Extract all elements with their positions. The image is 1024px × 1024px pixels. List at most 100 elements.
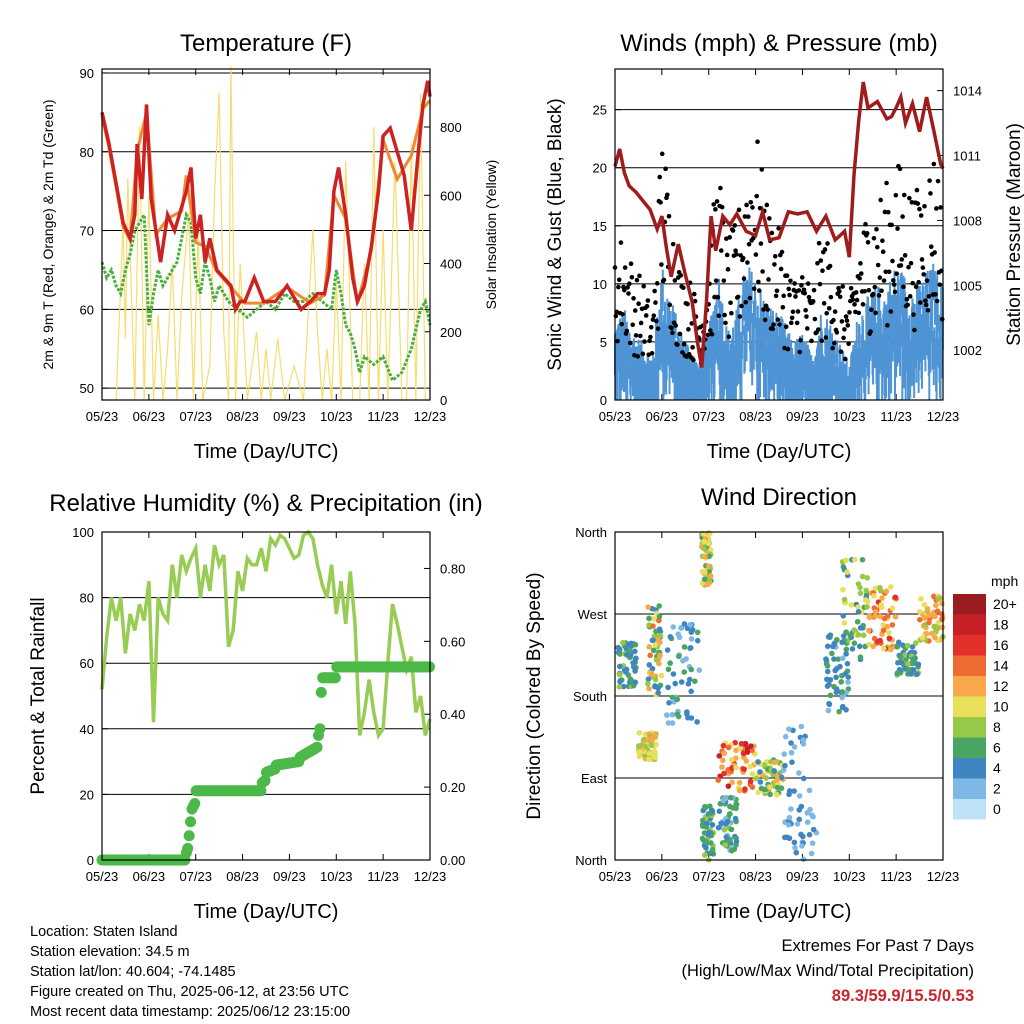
gust-point: [615, 338, 620, 344]
direction-point: [701, 531, 707, 537]
legend-swatch: [953, 717, 986, 738]
direction-point: [919, 635, 926, 641]
direction-point: [833, 674, 839, 681]
gust-point: [772, 262, 777, 267]
gust-point: [877, 275, 883, 280]
y2-axis-label: Solar Insolation (Yellow): [483, 160, 499, 310]
gust-point: [629, 275, 635, 280]
direction-point: [782, 834, 788, 841]
direction-point: [889, 605, 896, 611]
direction-point: [716, 753, 723, 759]
direction-point: [681, 669, 688, 675]
direction-point: [831, 683, 837, 690]
x-tick-label: 09/23: [273, 869, 306, 884]
direction-point: [725, 744, 732, 751]
direction-point: [810, 813, 816, 820]
direction-point: [883, 588, 890, 595]
gust-point: [739, 303, 744, 309]
direction-point: [854, 618, 861, 625]
gust-point: [937, 282, 943, 287]
direction-point: [686, 676, 693, 683]
gust-point: [838, 349, 844, 354]
gust-point: [634, 277, 640, 283]
direction-point: [887, 646, 894, 653]
direction-point: [841, 596, 848, 603]
direction-point: [747, 763, 754, 770]
direction-point: [718, 820, 724, 827]
gust-point: [647, 338, 652, 344]
x-tick-label: 07/23: [179, 409, 212, 424]
direction-point: [703, 838, 709, 845]
gust-point: [840, 284, 846, 289]
y-tick-label: South: [573, 689, 607, 704]
temperature-panel: Temperature (F) 05/23 06/23 07/23 08/23 09/23…: [40, 30, 499, 463]
x-tick-label: 11/23: [880, 409, 912, 424]
direction-point: [616, 671, 623, 678]
gust-point: [857, 276, 862, 281]
direction-point: [721, 750, 728, 757]
direction-point: [706, 829, 712, 836]
precip-point: [189, 798, 201, 810]
direction-point: [831, 656, 837, 662]
direction-point: [652, 676, 659, 683]
direction-point: [796, 816, 803, 823]
direction-point: [675, 631, 682, 637]
direction-point: [933, 602, 939, 609]
direction-point: [664, 647, 671, 653]
direction-point: [627, 648, 633, 654]
direction-point: [655, 685, 661, 691]
gust-point: [898, 263, 904, 268]
x-tick-label: 12/23: [927, 869, 960, 884]
x-tick-label: 09/23: [786, 409, 819, 424]
direction-point: [916, 608, 923, 615]
gust-point: [868, 329, 873, 334]
direction-point: [793, 849, 800, 856]
x-axis-label: Time (Day/UTC): [194, 901, 339, 923]
gust-point: [744, 202, 749, 208]
gust-point: [719, 204, 725, 210]
gust-point: [799, 275, 805, 280]
legend-swatch: [953, 737, 986, 758]
direction-point: [839, 639, 845, 646]
direction-point: [732, 815, 739, 822]
gust-point: [648, 324, 654, 330]
gust-point: [780, 304, 786, 310]
gust-point: [939, 316, 945, 322]
gust-point: [655, 326, 661, 332]
direction-point: [886, 635, 893, 642]
direction-point: [872, 585, 879, 592]
direction-point: [626, 641, 633, 648]
direction-point: [616, 663, 623, 670]
direction-point: [866, 614, 873, 621]
direction-point: [914, 671, 920, 677]
direction-point: [800, 737, 807, 743]
gust-point: [785, 346, 791, 352]
gust-point: [864, 231, 870, 236]
x-tick-label: 08/23: [226, 409, 259, 424]
gust-point: [636, 301, 641, 307]
gust-point: [938, 205, 943, 210]
x-tick-label: 06/23: [133, 409, 166, 424]
direction-point: [786, 791, 792, 798]
gust-point: [805, 281, 811, 286]
gust-point: [823, 335, 829, 340]
y-tick-label: 15: [593, 219, 607, 234]
gust-point: [907, 294, 913, 299]
direction-point: [924, 606, 931, 612]
direction-point: [680, 658, 686, 664]
gust-point: [745, 260, 750, 265]
gust-point: [777, 322, 782, 327]
direction-point: [650, 637, 656, 643]
direction-point: [655, 689, 662, 696]
direction-point: [895, 639, 902, 646]
gust-point: [767, 216, 772, 221]
direction-point: [715, 824, 722, 831]
direction-point: [685, 714, 691, 721]
dewpoint-series-line: [100, 209, 432, 383]
gust-point: [842, 327, 847, 332]
gust-point: [907, 195, 912, 201]
gust-point: [771, 322, 776, 327]
direction-point: [791, 839, 798, 846]
direction-point: [704, 820, 710, 827]
figure-created: Figure created on Thu, 2025-06-12, at 23…: [30, 984, 349, 1000]
